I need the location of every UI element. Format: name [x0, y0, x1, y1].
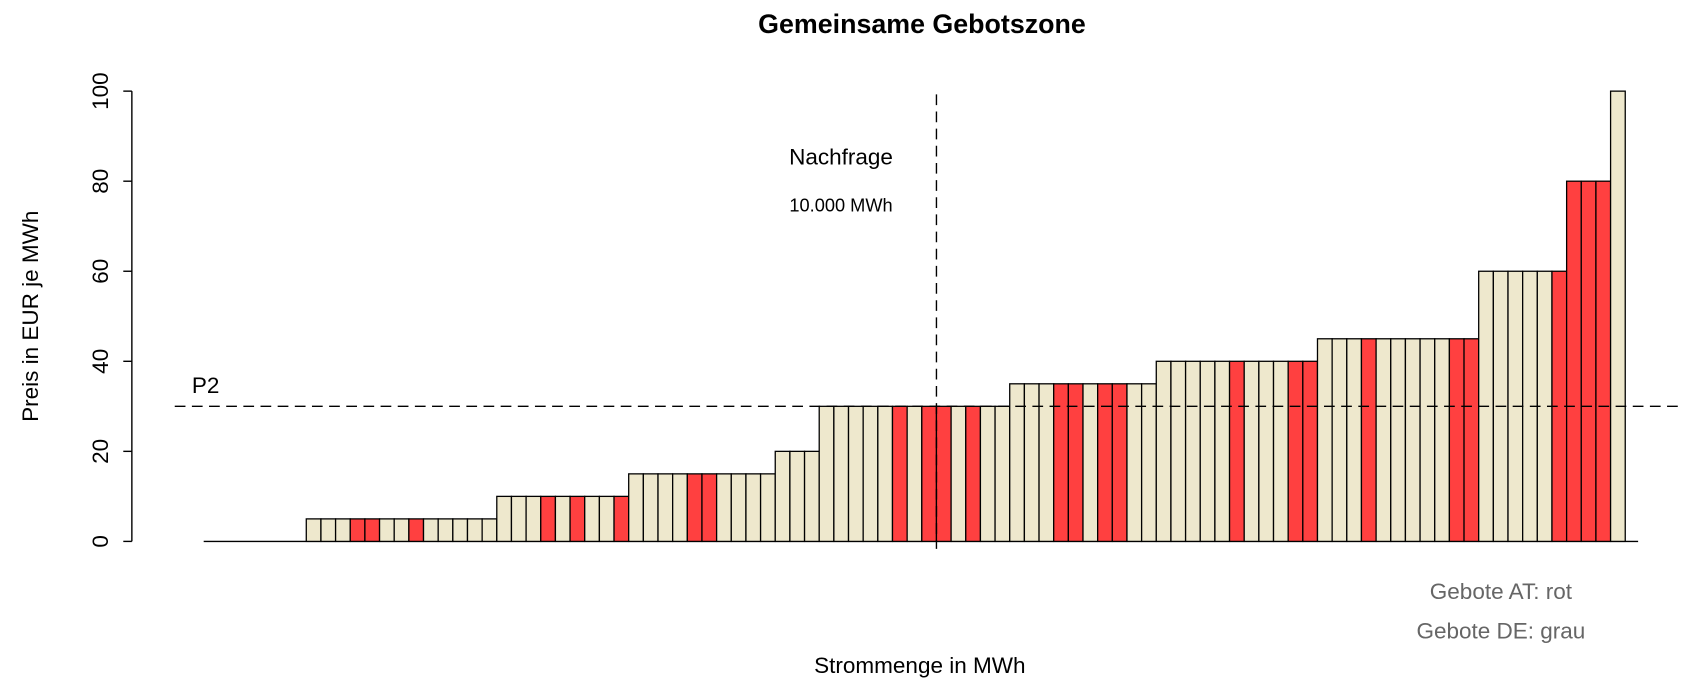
- bar: [349, 518, 366, 543]
- bar: [906, 405, 923, 543]
- bar: [935, 405, 952, 543]
- bar: [1111, 383, 1128, 543]
- bar: [921, 405, 938, 543]
- bar: [1390, 338, 1407, 543]
- bar: [613, 495, 630, 543]
- bar: [1609, 90, 1626, 543]
- bar: [1082, 383, 1099, 543]
- bar: [672, 473, 688, 543]
- legend-entry: Gebote AT: rot: [1430, 579, 1573, 604]
- bar: [847, 405, 864, 543]
- bar: [686, 473, 703, 543]
- bar: [1170, 360, 1187, 543]
- bar: [496, 495, 513, 543]
- bar: [466, 518, 483, 543]
- bar: [422, 518, 439, 543]
- bar: [540, 495, 557, 543]
- bar: [1316, 338, 1333, 543]
- bar: [1038, 383, 1055, 543]
- bar: [452, 518, 469, 543]
- bar: [408, 518, 425, 543]
- bar: [759, 473, 776, 543]
- bar: [378, 518, 395, 543]
- bar: [1360, 338, 1377, 543]
- bar: [437, 518, 454, 543]
- bar: [701, 473, 718, 543]
- bar: [965, 405, 982, 543]
- bar: [862, 405, 879, 543]
- y-tick-label: 100: [88, 72, 113, 110]
- bar: [1023, 383, 1040, 543]
- bar: [1287, 360, 1304, 543]
- bar: [789, 450, 806, 543]
- chart-title: Gemeinsame Gebotszone: [758, 9, 1086, 39]
- bar: [994, 405, 1011, 543]
- bar: [1126, 383, 1143, 543]
- bar: [510, 495, 527, 543]
- bar: [1140, 383, 1157, 543]
- y-axis-label: Preis in EUR je MWh: [18, 211, 43, 422]
- bar: [1375, 338, 1392, 543]
- bar: [1097, 383, 1113, 543]
- x-axis-label: Strommenge in MWh: [814, 653, 1025, 678]
- demand-sublabel: 10.000 MWh: [789, 196, 892, 216]
- bar: [1258, 360, 1275, 543]
- bar: [950, 405, 967, 543]
- bar: [598, 495, 615, 543]
- bar: [1565, 180, 1582, 543]
- bar: [891, 405, 908, 543]
- bar: [1243, 360, 1260, 543]
- bar: [334, 518, 351, 543]
- bar: [554, 495, 571, 543]
- bar: [657, 473, 674, 543]
- bar: [320, 518, 337, 543]
- bar: [1419, 338, 1436, 543]
- y-tick-label: 80: [88, 169, 113, 194]
- bar: [1199, 360, 1216, 543]
- bar: [393, 518, 410, 543]
- bar: [1434, 338, 1451, 543]
- y-tick-label: 60: [88, 259, 113, 284]
- bar: [877, 405, 894, 543]
- bar: [1595, 180, 1612, 543]
- bar: [642, 473, 659, 543]
- bar: [1580, 180, 1597, 543]
- bar: [1272, 360, 1289, 543]
- bar: [818, 405, 835, 543]
- bar: [569, 495, 586, 543]
- bar: [525, 495, 542, 543]
- legend-entry: Gebote DE: grau: [1416, 618, 1585, 643]
- bar: [1184, 360, 1201, 543]
- bar: [1053, 383, 1069, 543]
- bar: [1302, 360, 1319, 543]
- bar: [1463, 338, 1480, 543]
- bar: [774, 450, 791, 543]
- bar: [1214, 360, 1231, 543]
- y-tick-label: 40: [88, 349, 113, 374]
- bar: [1448, 338, 1465, 543]
- bar: [628, 473, 644, 543]
- bar: [1404, 338, 1421, 543]
- bar: [1346, 338, 1363, 543]
- bar: [364, 518, 381, 543]
- bar: [1009, 383, 1026, 543]
- bar: [715, 473, 732, 543]
- bar: [481, 518, 498, 543]
- bar: [305, 518, 322, 543]
- bar: [1067, 383, 1084, 543]
- demand-label: Nachfrage: [789, 145, 893, 170]
- bar: [1228, 360, 1245, 543]
- bar: [730, 473, 747, 543]
- bar: [979, 405, 996, 543]
- bar: [833, 405, 850, 543]
- bar: [1331, 338, 1348, 543]
- y-tick-label: 20: [88, 439, 113, 464]
- bar: [584, 495, 601, 543]
- bar: [745, 473, 762, 543]
- y-tick-label: 0: [88, 535, 113, 548]
- bar: [1155, 360, 1172, 543]
- bar: [803, 450, 820, 543]
- price-line-label: P2: [192, 373, 220, 398]
